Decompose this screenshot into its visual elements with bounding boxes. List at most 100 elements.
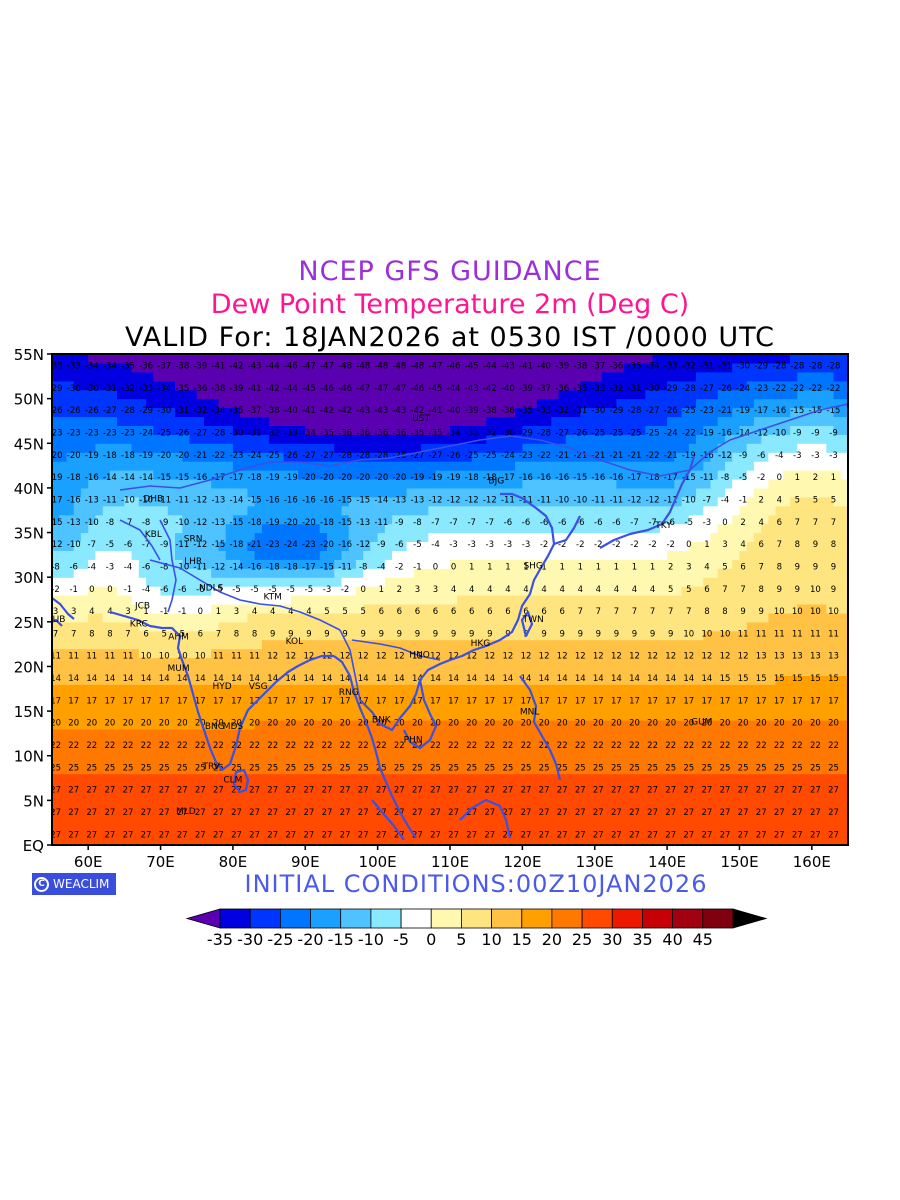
dewpoint-cell (384, 559, 393, 569)
dewpoint-cell (486, 461, 494, 471)
dewpoint-cell (435, 702, 444, 712)
dewpoint-cell (421, 755, 429, 766)
dewpoint-cell (667, 479, 675, 489)
dewpoint-cell (102, 818, 111, 828)
dewpoint-cell (247, 470, 256, 480)
dewpoint-cell (638, 657, 646, 667)
dewpoint-cell (826, 782, 835, 792)
dewpoint-cell (269, 550, 277, 560)
dewpoint-cell (167, 657, 176, 667)
dewpoint-cell (696, 487, 704, 498)
dewpoint-cell (450, 836, 458, 845)
dewpoint-cell (413, 550, 422, 560)
dewpoint-cell (551, 666, 560, 676)
dewpoint-cell (88, 470, 96, 480)
dewpoint-cell (167, 711, 176, 721)
dewpoint-cell (710, 702, 719, 712)
dewpoint-cell (261, 657, 270, 667)
dewpoint-cell (80, 487, 89, 498)
dewpoint-cell (594, 487, 603, 498)
dewpoint-cell (580, 827, 589, 837)
dewpoint-cell (254, 612, 263, 623)
dewpoint-cell (377, 595, 386, 605)
dewpoint-cell (739, 827, 748, 837)
dewpoint-cell (196, 505, 205, 516)
dewpoint-cell (819, 666, 827, 676)
dewpoint-cell (478, 595, 487, 605)
dewpoint-cell (254, 746, 263, 757)
dewpoint-cell (182, 675, 191, 685)
dewpoint-cell (153, 728, 162, 739)
dewpoint-cell (790, 586, 798, 596)
dewpoint-cell (840, 693, 848, 703)
dewpoint-cell (109, 657, 118, 667)
dewpoint-cell (261, 443, 270, 453)
dewpoint-cell (384, 836, 393, 845)
dewpoint-cell (573, 791, 581, 801)
dewpoint-cell (529, 505, 538, 516)
dewpoint-cell (558, 711, 567, 721)
dewpoint-cell (196, 434, 205, 444)
dewpoint-cell (399, 559, 408, 569)
dewpoint-cell (739, 737, 748, 748)
dewpoint-cell (630, 657, 639, 667)
dewpoint-cell (573, 728, 581, 739)
dewpoint-cell (312, 541, 321, 551)
dewpoint-cell (609, 443, 617, 453)
dewpoint-cell (211, 568, 219, 578)
dewpoint-cell (80, 809, 89, 819)
dewpoint-cell (348, 702, 357, 712)
dewpoint-cell (319, 827, 328, 837)
dewpoint-cell (703, 675, 712, 685)
dewpoint-cell (428, 800, 437, 810)
dewpoint-cell (73, 675, 82, 685)
dewpoint-cell (117, 836, 125, 845)
dewpoint-cell (232, 559, 241, 569)
dewpoint-cell (457, 675, 465, 685)
dewpoint-cell (493, 639, 502, 650)
dewpoint-cell (363, 800, 371, 810)
dewpoint-cell (182, 764, 191, 775)
dewpoint-cell (182, 532, 191, 542)
dewpoint-cell (167, 755, 176, 766)
dewpoint-cell (392, 657, 400, 667)
dewpoint-cell (558, 693, 567, 703)
dewpoint-cell (167, 541, 176, 551)
dewpoint-cell (189, 773, 198, 784)
dewpoint-cell (652, 541, 661, 551)
dewpoint-cell (688, 764, 697, 775)
dewpoint-cell (811, 764, 820, 775)
dewpoint-cell (428, 505, 437, 516)
dewpoint-cell (515, 746, 523, 757)
dewpoint-cell (167, 621, 176, 632)
dewpoint-cell (667, 586, 675, 596)
dewpoint-cell (175, 773, 183, 784)
dewpoint-cell (674, 746, 683, 757)
dewpoint-cell (442, 827, 451, 837)
dewpoint-cell (594, 577, 603, 587)
dewpoint-cell (392, 666, 400, 676)
dewpoint-cell (457, 568, 465, 578)
dewpoint-cell (587, 755, 596, 766)
dewpoint-cell (804, 550, 813, 560)
dewpoint-cell (211, 782, 219, 792)
dewpoint-cell (623, 630, 632, 641)
dewpoint-cell (355, 755, 364, 766)
dewpoint-cell (761, 559, 769, 569)
dewpoint-cell (696, 791, 704, 801)
dewpoint-cell (109, 827, 118, 837)
dewpoint-cell (413, 827, 422, 837)
dewpoint-cell (160, 461, 169, 471)
dewpoint-cell (768, 702, 777, 712)
dewpoint-cell (327, 648, 335, 659)
dewpoint-cell (486, 479, 494, 489)
dewpoint-cell (616, 720, 625, 730)
dewpoint-cell (406, 550, 415, 560)
dewpoint-cell (305, 630, 314, 641)
dewpoint-cell (645, 452, 654, 462)
dewpoint-cell (826, 800, 835, 810)
dewpoint-cell (240, 666, 248, 676)
dewpoint-cell (88, 773, 96, 784)
dewpoint-cell (688, 782, 697, 792)
dewpoint-cell (341, 505, 350, 516)
